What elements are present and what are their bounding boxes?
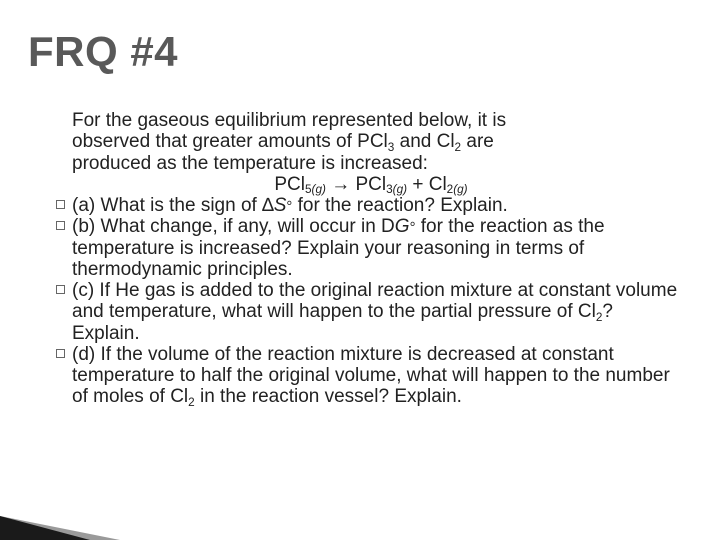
corner-dark (0, 516, 90, 540)
item-b-pre: What change, if any, will occur in D (95, 216, 395, 237)
equation: PCl5(g) → PCl3(g) + Cl2(g) (58, 174, 684, 195)
eqn-rhs1: PCl (356, 174, 387, 195)
item-a-post: for the reaction? Explain. (292, 195, 507, 216)
eqn-arrow: → (326, 174, 356, 195)
item-c-pre: If He gas is added to the original react… (72, 280, 677, 322)
item-a: (a) What is the sign of ∆S° for the reac… (58, 195, 684, 216)
item-d-sub: 2 (188, 396, 195, 409)
item-c: (c) If He gas is added to the original r… (58, 280, 684, 344)
item-d-post: in the reaction vessel? Explain. (195, 386, 462, 407)
eqn-plus: + (407, 174, 429, 195)
bullet-icon (56, 200, 65, 209)
intro-sub2: 2 (455, 141, 462, 154)
slide-body: For the gaseous equilibrium represented … (58, 110, 684, 408)
eqn-rhs2: Cl (429, 174, 447, 195)
slide: FRQ #4 For the gaseous equilibrium repre… (0, 0, 720, 540)
item-b: (b) What change, if any, will occur in D… (58, 216, 684, 280)
item-c-sub: 2 (596, 311, 603, 324)
slide-title: FRQ #4 (28, 28, 178, 76)
item-a-sym: S (274, 195, 287, 216)
item-c-label: (c) (72, 280, 94, 301)
item-d-label: (d) (72, 344, 95, 365)
item-b-sym: G (395, 216, 410, 237)
item-d: (d) If the volume of the reaction mixtur… (58, 344, 684, 408)
intro-part1: For the gaseous equilibrium represented … (72, 110, 506, 131)
bullet-icon (56, 221, 65, 230)
bullet-icon (56, 285, 65, 294)
intro-sub1: 3 (388, 141, 395, 154)
intro-part4: are (461, 131, 494, 152)
corner-grey (0, 516, 120, 540)
item-b-label: (b) (72, 216, 95, 237)
eqn-lhs1: PCl (274, 174, 305, 195)
intro-part3: and Cl (394, 131, 454, 152)
intro-text: For the gaseous equilibrium represented … (72, 110, 684, 174)
item-a-pre: What is the sign of ∆ (95, 195, 273, 216)
item-a-label: (a) (72, 195, 95, 216)
bullet-icon (56, 349, 65, 358)
intro-part5: produced as the temperature is increased… (72, 153, 428, 174)
intro-part2: observed that greater amounts of PCl (72, 131, 388, 152)
corner-accent-icon (0, 492, 130, 540)
